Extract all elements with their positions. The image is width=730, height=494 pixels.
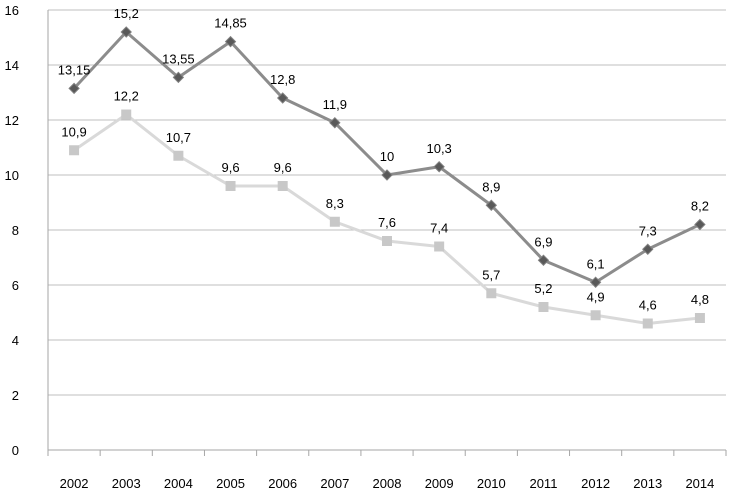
y-tick-label: 16 bbox=[5, 3, 19, 18]
series-group bbox=[68, 26, 706, 329]
series-2-data-label: 9,6 bbox=[274, 160, 292, 175]
series-2-marker bbox=[121, 109, 132, 120]
series-1-data-label: 6,9 bbox=[534, 234, 552, 249]
series-2-data-label: 8,3 bbox=[326, 196, 344, 211]
y-tick-label: 10 bbox=[5, 168, 19, 183]
y-tick-label: 4 bbox=[12, 333, 19, 348]
series-1-marker bbox=[329, 117, 341, 129]
series-1-data-label: 11,9 bbox=[323, 97, 347, 112]
series-1-marker bbox=[694, 218, 706, 231]
series-1-marker bbox=[224, 35, 237, 48]
series-1-data-label: 13,15 bbox=[58, 62, 91, 77]
x-tick-label: 2006 bbox=[268, 476, 297, 491]
series-2-marker bbox=[434, 241, 445, 252]
series-2-marker bbox=[173, 150, 184, 161]
x-tick-label: 2004 bbox=[164, 476, 193, 491]
x-tick-label: 2010 bbox=[477, 476, 506, 491]
series-1-data-label: 10 bbox=[380, 149, 394, 164]
series-2-marker bbox=[277, 181, 288, 191]
y-tick-label: 14 bbox=[5, 58, 19, 73]
x-tick-label: 2003 bbox=[112, 476, 141, 491]
x-tick-label: 2002 bbox=[60, 476, 89, 491]
series-1-data-label: 10,3 bbox=[426, 141, 451, 156]
series-2-data-label: 4,6 bbox=[639, 298, 657, 313]
series-1-data-label: 14,85 bbox=[214, 16, 247, 31]
x-tick-label: 2014 bbox=[685, 476, 714, 491]
series-2-data-label: 10,9 bbox=[61, 124, 86, 139]
y-tick-label: 12 bbox=[5, 113, 19, 128]
x-tick-label: 2007 bbox=[320, 476, 349, 491]
gridlines bbox=[48, 9, 726, 396]
y-tick-label: 2 bbox=[12, 388, 19, 403]
y-tick-label: 8 bbox=[12, 223, 19, 238]
series-2-data-label: 4,8 bbox=[691, 292, 709, 307]
series-2-data-label: 12,2 bbox=[114, 89, 139, 104]
x-tick-label: 2008 bbox=[373, 476, 402, 491]
x-tick-label: 2011 bbox=[529, 476, 557, 491]
series-2-marker bbox=[642, 318, 653, 329]
series-1-marker bbox=[172, 71, 185, 84]
series-1-data-label: 8,2 bbox=[691, 199, 709, 214]
x-tick-label: 2009 bbox=[425, 476, 454, 491]
series-2-data-label: 10,7 bbox=[166, 130, 191, 145]
series-1-marker bbox=[485, 199, 498, 211]
series-1-marker bbox=[537, 254, 550, 266]
series-1-data-label: 12,8 bbox=[270, 72, 295, 87]
x-axis-ticks: 2002 2003 2004 2005 2006 2007 2008 2009 2010 2011… bbox=[47, 450, 727, 491]
series-1-data-label: 8,9 bbox=[482, 179, 500, 194]
data-labels: 13,15 15,2 13,55 14,85 12,8 11,9 10 10,3 8,9 6,9 6… bbox=[58, 6, 709, 313]
x-tick-label: 2012 bbox=[581, 476, 610, 491]
series-2-marker bbox=[486, 288, 497, 299]
series-1-data-label: 13,55 bbox=[162, 51, 195, 66]
y-axis-ticks: 0 2 4 6 8 10 12 14 16 bbox=[5, 3, 19, 458]
series-1-marker bbox=[642, 243, 654, 255]
series-2-marker bbox=[538, 302, 549, 312]
series-1-marker bbox=[120, 26, 132, 38]
series-2-marker bbox=[382, 236, 392, 246]
x-tick-label: 2013 bbox=[633, 476, 662, 491]
series-1-marker bbox=[68, 82, 80, 95]
series-2-data-label: 4,9 bbox=[587, 289, 605, 304]
series-2-marker bbox=[225, 181, 236, 191]
series-2-marker bbox=[69, 145, 80, 156]
series-1-marker bbox=[381, 169, 393, 181]
series-2-data-label: 9,6 bbox=[221, 160, 239, 175]
series-1-data-label: 15,2 bbox=[114, 6, 139, 21]
series-2-data-label: 5,7 bbox=[482, 267, 500, 282]
series-2-marker bbox=[329, 216, 340, 227]
series-2-data-label: 5,2 bbox=[534, 281, 552, 296]
series-1-data-label: 7,3 bbox=[639, 223, 657, 238]
series-1-marker bbox=[433, 161, 445, 173]
y-tick-label: 0 bbox=[12, 443, 19, 458]
series-1-marker bbox=[276, 92, 289, 104]
series-2-data-label: 7,6 bbox=[378, 215, 396, 230]
x-tick-label: 2005 bbox=[216, 476, 245, 491]
y-tick-label: 6 bbox=[12, 278, 19, 293]
axes bbox=[47, 10, 726, 451]
series-2-marker bbox=[694, 313, 705, 323]
series-1-marker bbox=[589, 276, 602, 288]
series-2-data-label: 7,4 bbox=[430, 221, 448, 236]
series-2-marker bbox=[590, 310, 601, 321]
series-1-data-label: 6,1 bbox=[587, 256, 605, 271]
